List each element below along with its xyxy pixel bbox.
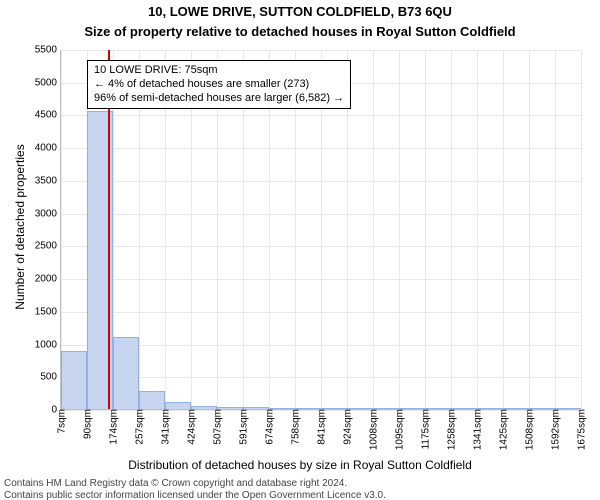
ytick-label: 5000 [35, 77, 61, 88]
xtick-label: 1425sqm [497, 409, 510, 450]
gridline-v [529, 50, 530, 409]
annotation-box: 10 LOWE DRIVE: 75sqm ← 4% of detached ho… [87, 60, 351, 109]
xtick-label: 1258sqm [445, 409, 458, 450]
gridline-v [477, 50, 478, 409]
ytick-label: 3000 [35, 208, 61, 219]
chart-subtitle: Size of property relative to detached ho… [0, 24, 600, 39]
gridline-v [373, 50, 374, 409]
xtick-label: 1341sqm [471, 409, 484, 450]
histogram-bar [61, 351, 87, 409]
xtick-label: 341sqm [159, 409, 172, 445]
histogram-bar [425, 408, 451, 409]
ytick-label: 3500 [35, 175, 61, 186]
histogram-bar [399, 408, 425, 409]
histogram-bar [347, 408, 373, 409]
gridline-v [503, 50, 504, 409]
histogram-bar [269, 408, 295, 409]
xtick-label: 1008sqm [367, 409, 380, 450]
ytick-label: 5500 [35, 45, 61, 56]
footer: Contains HM Land Registry data © Crown c… [4, 478, 596, 500]
histogram-bar [477, 408, 503, 409]
ytick-label: 2000 [35, 274, 61, 285]
histogram-bar [555, 408, 581, 409]
chart-container: 10, LOWE DRIVE, SUTTON COLDFIELD, B73 6Q… [0, 0, 600, 500]
gridline-v [555, 50, 556, 409]
xtick-label: 507sqm [211, 409, 224, 445]
annotation-line-1: 10 LOWE DRIVE: 75sqm [94, 64, 344, 78]
ytick-label: 1500 [35, 306, 61, 317]
histogram-bar [295, 408, 321, 409]
xtick-label: 924sqm [341, 409, 354, 445]
histogram-bar [451, 408, 477, 409]
xtick-label: 90sqm [81, 409, 94, 439]
ytick-label: 1000 [35, 339, 61, 350]
histogram-bar [243, 407, 269, 409]
ytick-label: 500 [40, 372, 61, 383]
xtick-label: 1175sqm [419, 409, 432, 449]
xtick-label: 674sqm [263, 409, 276, 445]
x-axis-label: Distribution of detached houses by size … [0, 458, 600, 472]
xtick-label: 1675sqm [575, 409, 588, 450]
xtick-label: 7sqm [55, 409, 68, 433]
xtick-label: 174sqm [107, 409, 120, 445]
annotation-line-2: ← 4% of detached houses are smaller (273… [94, 78, 344, 92]
xtick-label: 1592sqm [549, 409, 562, 450]
xtick-label: 1095sqm [393, 409, 406, 450]
xtick-label: 424sqm [185, 409, 198, 445]
gridline-v [399, 50, 400, 409]
xtick-label: 758sqm [289, 409, 302, 445]
histogram-bar [191, 406, 217, 409]
histogram-bar [503, 408, 529, 409]
ytick-label: 4000 [35, 143, 61, 154]
footer-line-2: Contains public sector information licen… [4, 490, 596, 500]
annotation-line-3: 96% of semi-detached houses are larger (… [94, 92, 344, 106]
xtick-label: 591sqm [237, 409, 250, 445]
gridline-v [581, 50, 582, 409]
plot-area: 0500100015002000250030003500400045005000… [60, 50, 580, 410]
histogram-bar [529, 408, 555, 409]
ytick-label: 2500 [35, 241, 61, 252]
histogram-bar [165, 402, 191, 409]
xtick-label: 1508sqm [523, 409, 536, 450]
histogram-bar [113, 337, 139, 409]
xtick-label: 841sqm [315, 409, 328, 445]
y-axis-label: Number of detached properties [13, 117, 27, 337]
histogram-bar [139, 391, 165, 409]
histogram-bar [217, 407, 243, 409]
gridline-v [425, 50, 426, 409]
xtick-label: 257sqm [133, 409, 146, 445]
histogram-bar [321, 408, 347, 409]
footer-line-1: Contains HM Land Registry data © Crown c… [4, 478, 596, 490]
ytick-label: 4500 [35, 110, 61, 121]
gridline-v [451, 50, 452, 409]
page-title: 10, LOWE DRIVE, SUTTON COLDFIELD, B73 6Q… [0, 4, 600, 19]
histogram-bar [373, 408, 399, 409]
